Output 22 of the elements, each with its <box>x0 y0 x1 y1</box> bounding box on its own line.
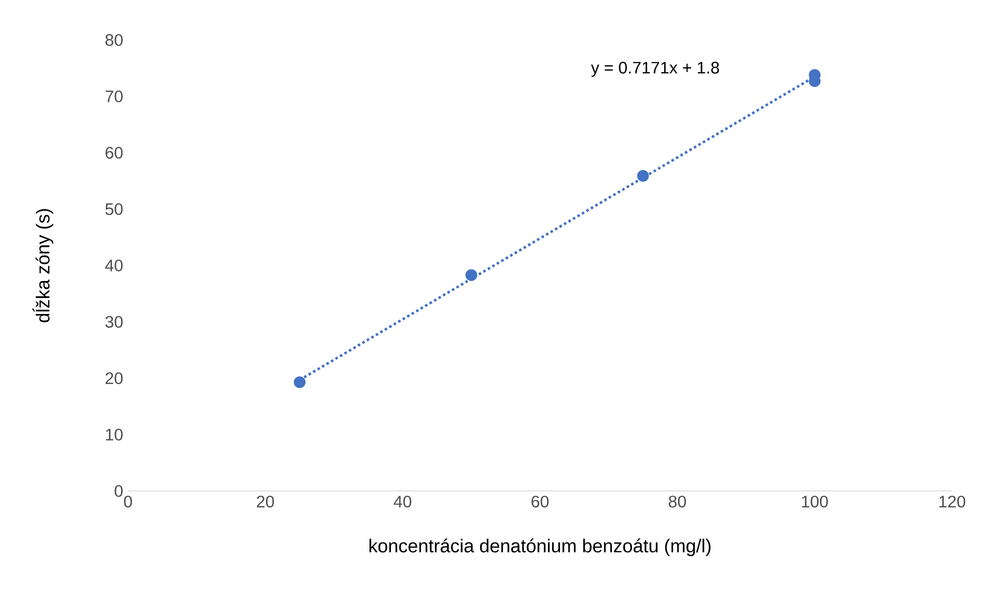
y-tick-label: 80 <box>105 34 123 46</box>
point <box>294 376 306 388</box>
x-tick-label: 0 <box>124 496 132 508</box>
y-tick-label: 50 <box>105 203 123 216</box>
y-tick-label: 60 <box>106 146 123 159</box>
x-axis-title: koncentrácia denatónium benzoátu (mg/l) <box>370 538 711 556</box>
point <box>637 170 649 182</box>
x-tick-label: 60 <box>532 496 549 508</box>
y-tick-label: 0 <box>114 485 123 497</box>
y-tick-label: 30 <box>105 316 123 328</box>
annotation: y = 0.7171x + 1.8 <box>591 62 720 77</box>
point <box>465 269 478 281</box>
x-tick-label: 40 <box>394 496 412 508</box>
y-tick-label: 40 <box>105 260 123 272</box>
x-tick-label: 20 <box>256 496 274 508</box>
y-axis-title: dĺžka zóny (s) <box>32 209 54 322</box>
x-tick-label: 100 <box>802 496 828 508</box>
x-tick-label: 80 <box>668 496 686 508</box>
x-tick-label: 120 <box>939 496 966 508</box>
y-tick-label: 20 <box>106 372 123 384</box>
y-tick-label: 10 <box>106 428 123 441</box>
y-tick-label: 70 <box>106 90 123 102</box>
